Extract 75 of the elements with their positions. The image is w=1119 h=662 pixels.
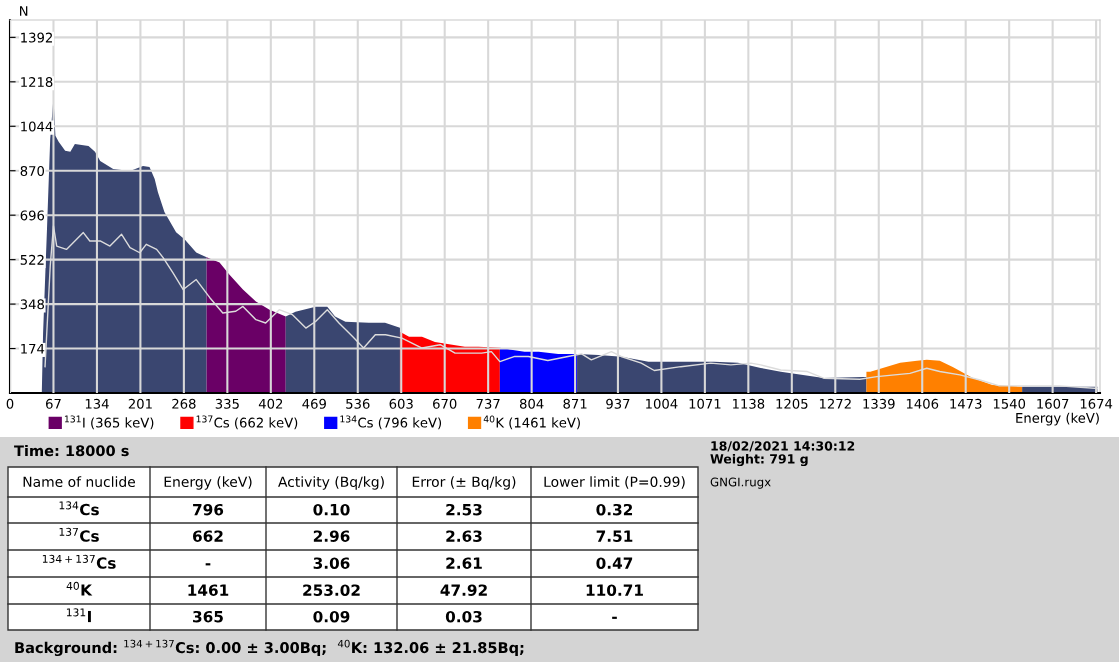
text: 0.10 — [313, 503, 350, 516]
text: 662 — [193, 530, 223, 542]
text: Time: 18000 s — [14, 444, 129, 457]
x-tick-label: 335 — [215, 398, 239, 409]
x-tick-label: 937 — [606, 398, 630, 409]
text: - — [612, 616, 617, 619]
x-tick-label: 1205 — [776, 398, 808, 409]
legend-label: $^{134}$Cs (796 keV) — [340, 415, 442, 430]
y-tick-label: 870 — [20, 165, 45, 176]
x-tick-label: 536 — [346, 398, 370, 409]
text: 0.03 — [445, 610, 482, 623]
y-tick-label: 1218 — [21, 77, 53, 88]
text: 18/02/2021 14:30:12 — [711, 441, 855, 452]
text: Error (± Bq/kg) — [412, 476, 516, 490]
x-tick-label: 1004 — [646, 398, 678, 409]
text: 0.32 — [596, 503, 633, 516]
x-tick-label: 737 — [476, 398, 500, 409]
text: Background: $^{134+137}$Cs: 0.00 ± 3.00Bq; $^{40}$K: 132.06 ± 21.85Bq; — [15, 639, 524, 657]
y-tick-label: 348 — [20, 299, 44, 310]
x-tick-label: 402 — [258, 398, 283, 409]
y-tick-label: 522 — [20, 254, 44, 265]
text: $^{40}$K — [66, 581, 93, 596]
text: 110.71 — [586, 584, 643, 596]
x-tick-label: 1473 — [950, 398, 982, 409]
x-tick-label: 1138 — [733, 398, 765, 409]
text: 7.51 — [596, 530, 633, 542]
text: 796 — [193, 503, 224, 516]
text: 365 — [193, 610, 223, 623]
text: $^{134}$Cs — [59, 501, 99, 516]
x-tick-label: 603 — [389, 398, 413, 409]
x-tick-label: 1540 — [993, 398, 1026, 409]
x-tick-label: 804 — [519, 398, 544, 409]
text: 253.02 — [303, 584, 360, 596]
text: $^{134+137}$Cs — [42, 554, 116, 569]
x-tick-label: 469 — [302, 398, 326, 409]
y-axis-title: N — [20, 6, 28, 16]
x-tick-label: 1339 — [863, 398, 895, 409]
x-tick-label: 1607 — [1037, 398, 1069, 409]
x-tick-label: 1071 — [689, 398, 721, 409]
y-tick-label: 174 — [21, 343, 45, 354]
legend-label: $^{131}$I (365 keV) — [64, 415, 154, 430]
text: 0.47 — [596, 557, 633, 569]
x-tick-label: 67 — [46, 398, 61, 409]
text: 2.53 — [446, 503, 482, 516]
x-tick-label: 0 — [6, 398, 14, 409]
text: - — [205, 563, 211, 566]
text: Weight: 791 g — [710, 453, 808, 467]
x-tick-label: 871 — [563, 398, 587, 409]
y-tick-label: 1392 — [21, 32, 52, 43]
text: 2.96 — [313, 530, 350, 542]
x-tick-label: 134 — [85, 398, 109, 409]
text: GNGI.rugx — [710, 477, 771, 489]
x-tick-label: 1674 — [1080, 398, 1113, 409]
x-axis-title: Energy (keV) — [1016, 412, 1099, 426]
text: Name of nuclide — [23, 476, 136, 488]
text: Lower limit (P=0.99) — [544, 476, 685, 489]
text: 1461 — [188, 584, 229, 596]
x-tick-label: 268 — [172, 398, 196, 409]
text: 3.06 — [313, 557, 350, 569]
text: $^{137}$Cs — [59, 527, 99, 542]
y-tick-label: 1044 — [21, 121, 53, 132]
text: 47.92 — [440, 584, 487, 596]
y-tick-label: 696 — [20, 210, 45, 221]
legend-label: $^{40}$K (1461 keV) — [483, 415, 580, 430]
legend-label: $^{137}$Cs (662 keV) — [196, 415, 298, 430]
x-tick-label: 1406 — [906, 398, 939, 409]
text: Energy (keV) — [164, 476, 252, 490]
text: Activity (Bq/kg) — [278, 476, 384, 490]
x-tick-label: 1272 — [819, 398, 851, 409]
text: $^{131}$I — [66, 608, 91, 623]
text: 2.63 — [446, 530, 482, 542]
x-tick-label: 201 — [128, 398, 152, 409]
text: 0.09 — [313, 610, 350, 623]
text: 2.61 — [446, 557, 482, 569]
x-tick-label: 670 — [433, 398, 457, 409]
